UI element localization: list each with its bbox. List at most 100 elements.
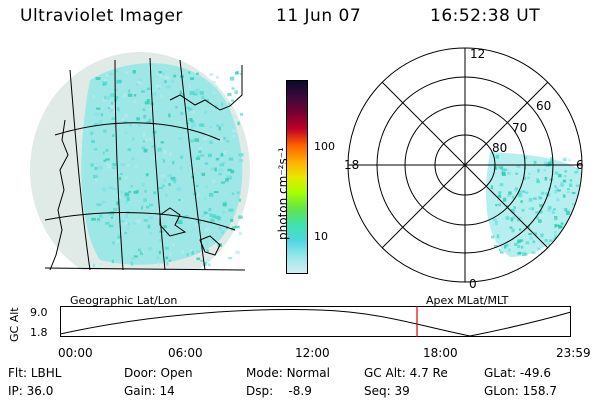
speckle [522,225,526,229]
speckle [147,246,152,251]
speckle [98,165,103,170]
colorbar [286,80,308,274]
speckle [206,249,209,253]
speckle [550,157,553,161]
speckle [526,198,529,202]
speckle [221,181,225,184]
speckle [571,248,575,252]
speckle [495,204,498,207]
speckle [521,156,525,160]
status-ip-key: IP: [8,384,23,398]
speckle [550,160,553,164]
speckle [221,102,224,107]
speckle [218,137,224,142]
speckle [143,114,147,119]
speckle [530,170,533,174]
speckle [516,218,520,222]
speckle [99,262,102,266]
status-mode-key: Mode: [246,366,283,380]
speckle [557,189,561,192]
speckle [576,167,580,171]
mlt-label-18: 18 [344,158,359,172]
status-door: Door: Open [124,366,193,380]
speckle [179,90,182,95]
speckle [518,205,521,210]
speckle [503,197,507,202]
speckle [211,214,217,219]
speckle [231,226,236,229]
speckle [566,191,570,194]
speckle [103,129,107,133]
speckle [548,239,553,243]
speckle [128,93,133,97]
speckle [496,234,500,239]
speckle [107,107,111,110]
speckle [204,110,208,115]
speckle [112,162,117,166]
speckle [506,214,509,217]
status-door-value: Open [160,366,193,380]
speckle [553,228,557,231]
speckle [166,85,171,89]
speckle [501,172,506,176]
speckle [139,78,142,83]
speckle [495,154,500,159]
speckle [505,243,509,247]
speckle [204,162,209,165]
speckle [516,223,521,227]
speckle [522,252,526,257]
speckle [518,162,522,166]
speckle [499,183,504,187]
speckle [535,211,539,214]
speckle [143,148,148,153]
speckle [164,75,168,80]
lat-label-70: 70 [512,121,527,135]
speckle [120,172,123,175]
status-glat-value: -49.6 [519,366,551,380]
speckle [171,177,177,182]
speckle [538,219,542,223]
speckle [553,208,556,211]
speckle [114,96,119,100]
speckle [147,87,151,91]
speckle [525,241,530,245]
speckle [203,262,207,266]
speckle [95,76,101,80]
speckle [508,191,512,195]
speckle [534,232,537,236]
speckle [141,183,145,187]
speckle [581,177,582,181]
speckle [222,210,225,214]
speckle [195,157,201,160]
speckle [498,170,501,175]
status-mode-value: Normal [286,366,330,380]
speckle [571,251,575,255]
speckle [126,197,130,201]
speckle [152,130,157,134]
speckle [521,202,526,206]
speckle [136,117,140,121]
speckle [557,173,562,178]
speckle [143,198,147,202]
speckle [520,215,525,220]
speckle [533,197,537,200]
speckle [168,259,172,262]
speckle [178,137,183,140]
speckle [148,138,152,141]
speckle [181,93,185,97]
speckle [108,224,114,228]
speckle [540,233,544,238]
speckle [148,118,152,123]
speckle [219,154,223,157]
speckle [493,166,498,170]
speckle [100,113,104,117]
speckle [124,114,128,118]
speckle [581,225,582,229]
speckle [198,147,203,151]
speckle [521,208,525,212]
speckle [208,208,212,212]
speckle [190,139,194,143]
speckle [201,214,205,218]
speckle [560,222,564,225]
speckle [531,251,536,254]
